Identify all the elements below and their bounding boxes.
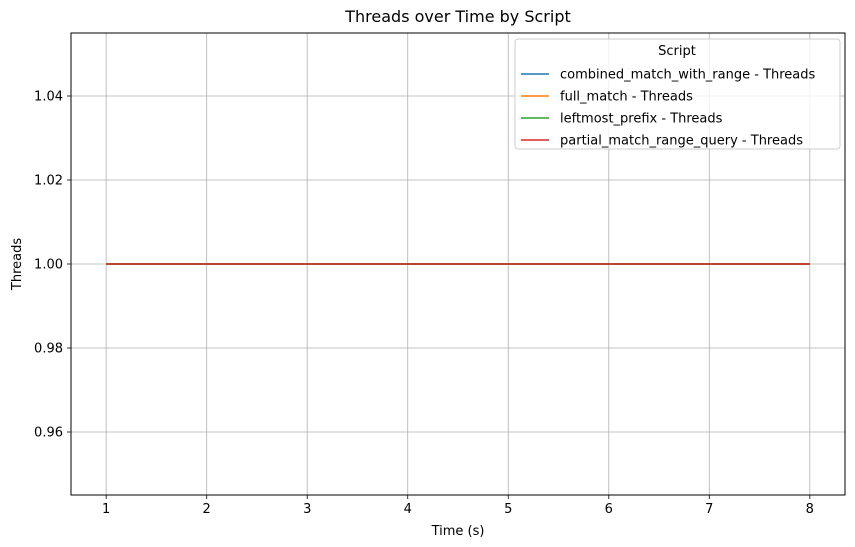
y-ticks: 0.96 0.98 1.00 1.02 1.04 [34,90,71,441]
y-tick-label: 1.02 [34,174,63,189]
x-tick-label: 3 [303,502,311,517]
y-tick-label: 0.96 [34,426,63,441]
y-axis-label: Threads [10,238,25,291]
y-tick-label: 1.00 [34,258,63,273]
legend-title: Script [658,44,696,59]
x-tick-label: 8 [806,502,814,517]
y-tick-label: 0.98 [34,342,63,357]
legend-entry-1: full_match - Threads [560,90,693,105]
legend-entry-3: partial_match_range_query - Threads [560,134,803,149]
chart-title: Threads over Time by Script [344,7,571,26]
x-ticks: 1 2 3 4 5 6 7 8 [102,495,814,517]
legend-box [514,38,841,150]
y-tick-label: 1.04 [34,90,63,105]
x-tick-label: 6 [605,502,613,517]
x-tick-label: 2 [203,502,211,517]
legend-entry-2: leftmost_prefix - Threads [560,112,723,127]
x-tick-label: 1 [102,502,110,517]
legend: Script combined_match_with_range - Threa… [514,38,841,150]
x-tick-label: 7 [705,502,713,517]
x-tick-label: 5 [504,502,512,517]
legend-entry-0: combined_match_with_range - Threads [560,68,816,83]
x-axis-label: Time (s) [431,524,485,539]
x-tick-label: 4 [404,502,412,517]
